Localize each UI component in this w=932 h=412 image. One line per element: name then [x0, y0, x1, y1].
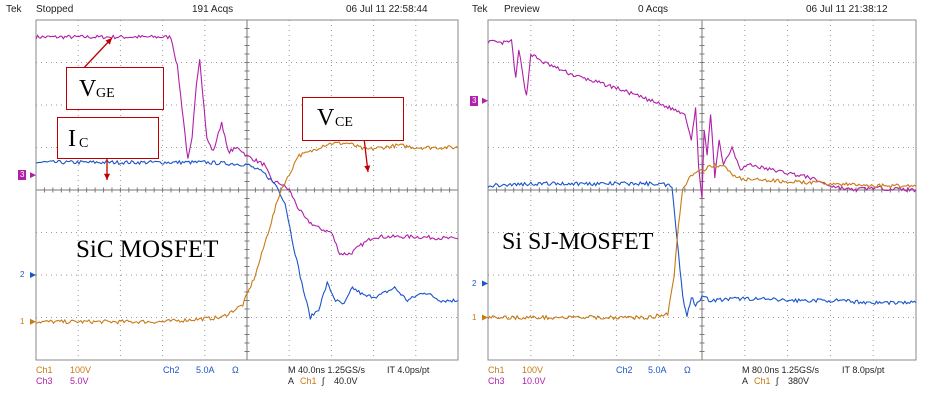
scope-left: Tek Stopped 191 Acqs 06 Jul 11 22:58:44 … — [0, 0, 464, 412]
footer-ohm: Ω — [684, 365, 691, 375]
waveform-plot-right — [482, 19, 917, 361]
waveform-vge — [487, 38, 917, 199]
footer-ch1-scale: 100V — [522, 365, 544, 375]
footer-trigger-level: 40.0V — [334, 376, 358, 386]
ic-arrow-head — [103, 173, 111, 180]
footer-ch3-scale: 5.0V — [70, 376, 89, 386]
graticule-border — [35, 19, 459, 361]
footer-trigger-channel: Ch1 — [754, 376, 771, 386]
ic-label-main: I — [68, 126, 76, 152]
footer-ch3: Ch3 — [36, 376, 53, 386]
footer-trigger-mode: A — [288, 376, 295, 386]
footer-trigger-level: 380V — [788, 376, 810, 386]
ground-marker-ch1: 1 — [20, 316, 25, 326]
ground-arrow-ch1 — [30, 318, 36, 325]
footer-trigger-slope: ∫ — [776, 376, 779, 386]
waveform-vce — [487, 162, 917, 321]
vge-arrow-head — [105, 38, 112, 45]
vce-label-main: V — [317, 105, 335, 131]
footer-ohm: Ω — [232, 365, 239, 375]
device-title-left: SiC MOSFET — [76, 236, 219, 263]
ground-marker-ch3: 3 — [18, 170, 27, 181]
ic-label-sub: C — [79, 136, 89, 151]
device-title-right: Si SJ-MOSFET — [502, 229, 654, 255]
timestamp: 06 Jul 11 22:58:44 — [346, 4, 428, 15]
scope-right: Tek Preview 0 Acqs 06 Jul 11 21:38:12 1 … — [470, 0, 932, 412]
footer-ch1: Ch1 — [488, 365, 505, 375]
acquisition-state: Stopped — [36, 4, 74, 15]
ground-arrow-ch3 — [30, 172, 36, 179]
vce-label-sub: CE — [335, 115, 353, 130]
footer-ch3: Ch3 — [488, 376, 505, 386]
vge-label-main: V — [79, 76, 97, 102]
ground-arrow-ch2 — [30, 272, 36, 278]
footer-record: IT 4.0ps/pt — [387, 365, 430, 375]
ground-marker-ch1: 1 — [472, 312, 477, 322]
footer-trigger-mode: A — [742, 376, 749, 386]
footer-ch2-scale: 5.0A — [196, 365, 215, 375]
footer-ch2: Ch2 — [163, 365, 180, 375]
footer-trigger-slope: ∫ — [322, 376, 325, 386]
ground-marker-ch2: 2 — [472, 278, 477, 288]
vce-arrow-head — [364, 165, 371, 172]
waveform-ic — [487, 180, 917, 317]
brand-label: Tek — [6, 4, 22, 15]
vge-arrow — [79, 37, 113, 73]
timestamp: 06 Jul 11 21:38:12 — [806, 4, 888, 15]
footer-ch2-scale: 5.0A — [648, 365, 667, 375]
ground-marker-ch2: 2 — [20, 270, 25, 279]
acquisition-count: 0 Acqs — [638, 4, 669, 15]
vge-label-box: V GE — [66, 67, 164, 110]
footer-ch1: Ch1 — [36, 365, 53, 375]
footer-ch3-scale: 10.0V — [522, 376, 546, 386]
waveform-ic — [35, 159, 459, 320]
footer-ch2: Ch2 — [616, 365, 633, 375]
waveform-vce — [35, 141, 459, 325]
footer-timebase: M 40.0ns 1.25GS/s — [288, 365, 366, 375]
ground-marker-ch3: 3 — [470, 95, 479, 106]
ground-arrow-ch1 — [482, 314, 488, 321]
footer-record: IT 8.0ps/pt — [842, 365, 885, 375]
ground-arrow-ch2 — [482, 280, 488, 287]
vge-label-sub: GE — [96, 86, 115, 101]
footer-timebase: M 80.0ns 1.25GS/s — [742, 365, 820, 375]
waveform-plot-left — [30, 19, 459, 361]
vce-label-box: V CE — [302, 97, 404, 141]
footer-trigger-channel: Ch1 — [300, 376, 317, 386]
brand-label: Tek — [472, 4, 488, 15]
waveform-vge — [35, 34, 459, 256]
ground-arrow-ch3 — [482, 97, 488, 104]
footer-ch1-scale: 100V — [70, 365, 92, 375]
ic-label-box: I C — [57, 117, 159, 159]
acquisition-state: Preview — [504, 4, 540, 15]
acquisition-count: 191 Acqs — [192, 4, 234, 15]
